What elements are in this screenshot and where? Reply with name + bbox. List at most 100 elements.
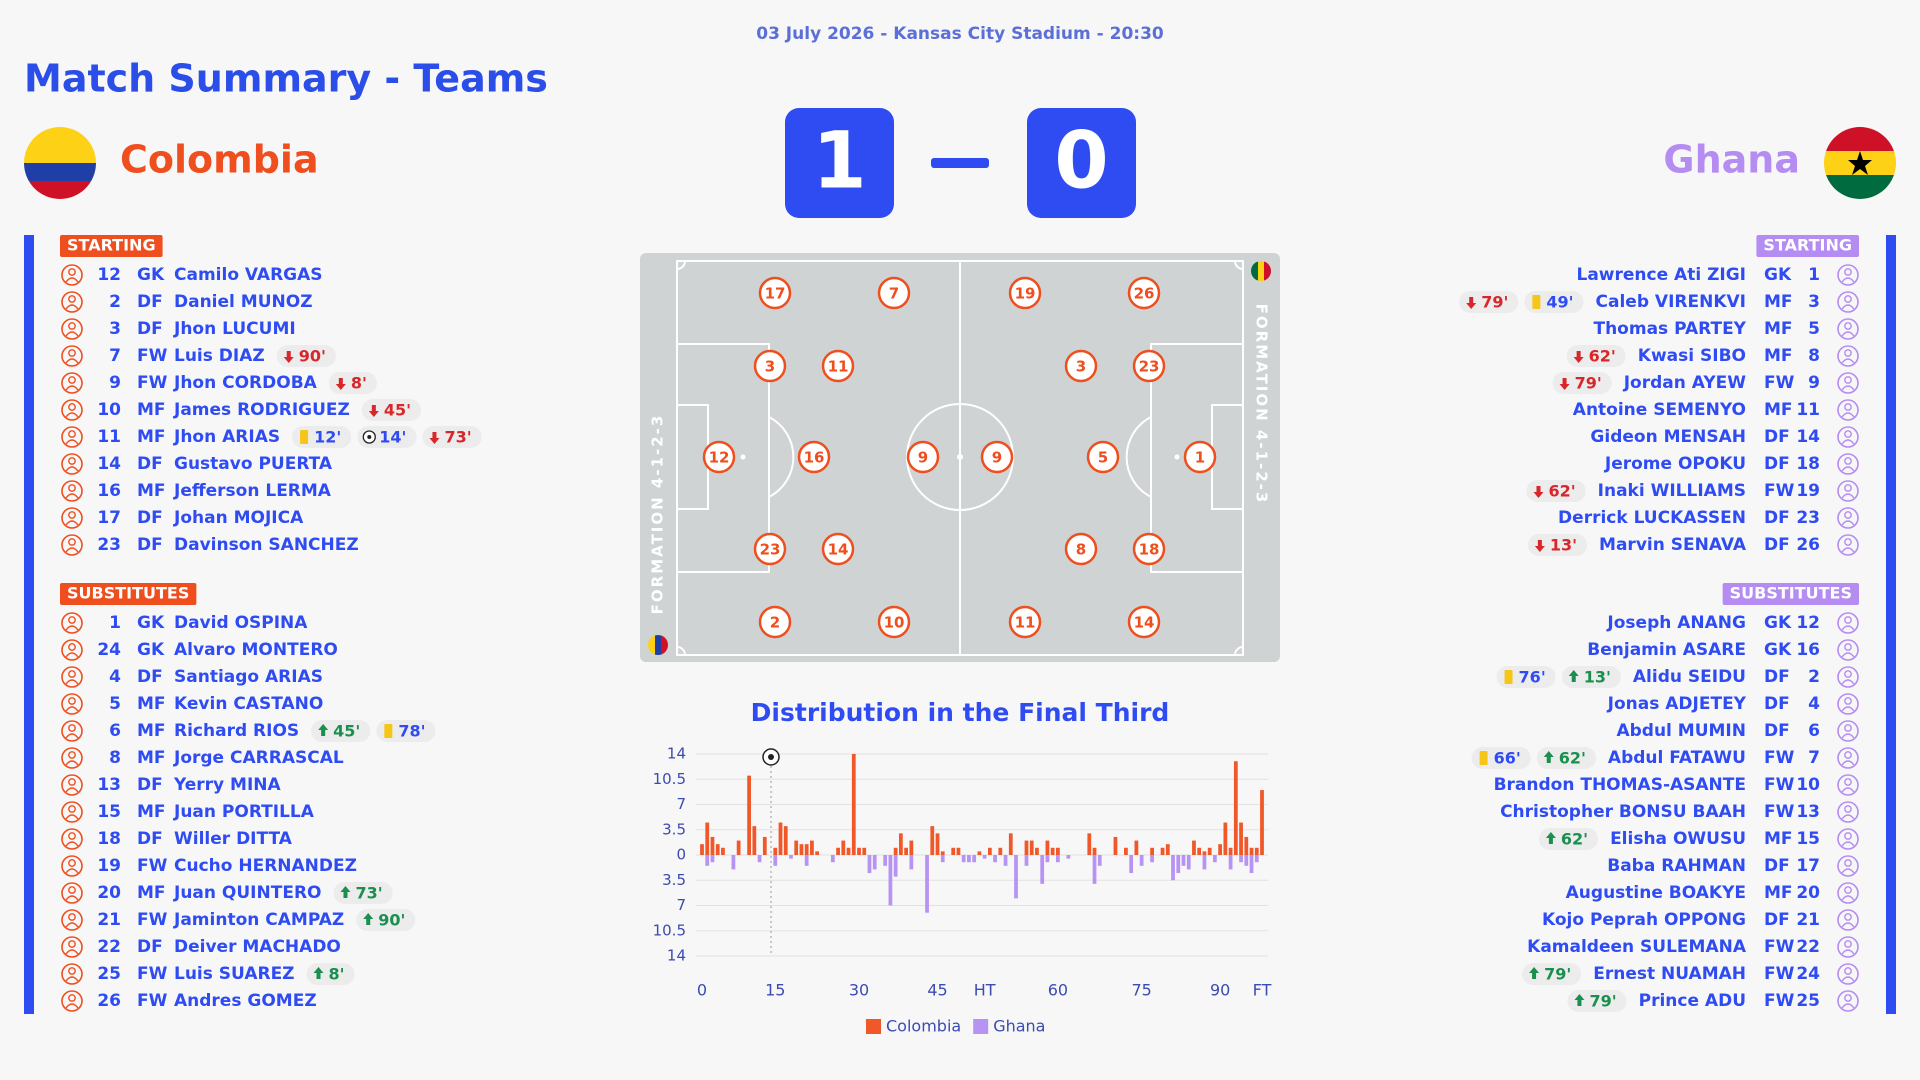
player-icon-body xyxy=(65,841,79,847)
event-minute: 45' xyxy=(333,722,360,741)
bar xyxy=(710,855,715,863)
player-name: Willer DITTA xyxy=(174,829,293,849)
player-icon xyxy=(61,963,83,985)
pitch-player xyxy=(821,532,855,566)
event-pill xyxy=(1538,828,1599,850)
pitch-corner xyxy=(676,260,686,270)
bar xyxy=(1003,855,1008,866)
player-icon-head xyxy=(68,538,76,546)
bar xyxy=(757,855,762,863)
event-minute: 45' xyxy=(384,401,411,420)
player-name: Kevin CASTANO xyxy=(174,694,323,714)
player-icon xyxy=(61,453,83,475)
player-name: Daniel MUNOZ xyxy=(174,292,313,312)
bar xyxy=(930,826,935,855)
player-icon-body xyxy=(1841,412,1855,418)
player-number: 25 xyxy=(1796,991,1820,1011)
score-box xyxy=(785,108,894,218)
player-position: MF xyxy=(137,694,166,714)
bar xyxy=(700,844,704,855)
bar xyxy=(1035,847,1039,855)
player-position: FW xyxy=(1764,481,1795,501)
player-number: 11 xyxy=(1796,400,1820,420)
player-position: GK xyxy=(1764,640,1792,660)
player-icon-body xyxy=(65,331,79,337)
pitch-player-number: 8 xyxy=(1076,541,1086,559)
event-minute: 14' xyxy=(379,428,406,447)
player-icon-head xyxy=(68,805,76,813)
player-icon-body xyxy=(65,706,79,712)
bar xyxy=(904,847,908,855)
yellow-card-icon xyxy=(1504,670,1513,684)
bar xyxy=(1244,855,1249,866)
event-pill xyxy=(1527,534,1588,556)
player-number: 9 xyxy=(1808,373,1820,393)
player-icon xyxy=(1837,882,1859,904)
player-icon xyxy=(61,666,83,688)
bar xyxy=(1260,790,1264,855)
player-position: MF xyxy=(137,721,166,741)
player-number: 24 xyxy=(1796,964,1820,984)
pitch-player xyxy=(702,440,736,474)
player-name: Luis SUAREZ xyxy=(174,964,295,984)
bar xyxy=(736,840,741,855)
player-icon-head xyxy=(68,616,76,624)
player-icon-body xyxy=(1841,760,1855,766)
bar xyxy=(715,844,720,855)
player-icon xyxy=(61,639,83,661)
pitch-player-number: 16 xyxy=(804,449,825,467)
bar xyxy=(1197,847,1202,855)
player-position: FW xyxy=(1764,964,1795,984)
player-number: 23 xyxy=(97,535,121,555)
event-pill xyxy=(276,345,336,367)
bar xyxy=(1202,855,1207,870)
player-icon-head xyxy=(68,886,76,894)
player-name: Augustine BOAKYE xyxy=(1566,883,1746,903)
away-team-name: Ghana xyxy=(1663,138,1800,182)
player-icon-body xyxy=(65,760,79,766)
pitch-player xyxy=(980,440,1014,474)
player-icon xyxy=(1837,747,1859,769)
player-icon xyxy=(1837,426,1859,448)
player-name: Richard RIOS xyxy=(174,721,299,741)
player-name: Cucho HERNANDEZ xyxy=(174,856,357,876)
section-label: SUBSTITUTES xyxy=(1730,584,1852,603)
player-icon-head xyxy=(68,457,76,465)
pitch-player-number: 14 xyxy=(828,541,849,559)
player-name: Luis DIAZ xyxy=(174,346,265,366)
player-icon xyxy=(61,318,83,340)
player-icon-body xyxy=(1841,304,1855,310)
bar xyxy=(898,833,903,855)
player-number: 16 xyxy=(1796,640,1820,660)
yellow-card-icon xyxy=(300,430,309,444)
pitch-player-number: 3 xyxy=(765,358,775,376)
player-name: Kojo Peprah OPPONG xyxy=(1542,910,1746,930)
player-number: 2 xyxy=(109,292,121,312)
player-number: 1 xyxy=(109,613,121,633)
bar xyxy=(888,855,893,906)
player-number: 22 xyxy=(1796,937,1820,957)
pitch-player xyxy=(758,605,792,639)
bar xyxy=(836,847,840,855)
player-position: MF xyxy=(137,748,166,768)
event-minute: 66' xyxy=(1494,749,1521,768)
pitch-player xyxy=(1086,440,1120,474)
pitch-player-number: 1 xyxy=(1195,449,1205,467)
x-tick-label: 30 xyxy=(849,981,869,1000)
bar xyxy=(1228,855,1233,870)
bar xyxy=(841,840,846,855)
player-position: GK xyxy=(1764,613,1792,633)
pitch-player-number: 2 xyxy=(770,614,780,632)
bar xyxy=(1150,855,1154,863)
player-icon-head xyxy=(1844,967,1852,975)
player-icon xyxy=(1837,990,1859,1012)
pitch-player xyxy=(753,532,787,566)
pitch-player-number: 14 xyxy=(1134,614,1155,632)
bar xyxy=(783,826,788,855)
bar xyxy=(830,855,835,863)
player-icon xyxy=(1837,399,1859,421)
bar xyxy=(1045,840,1050,855)
bar xyxy=(747,775,751,855)
player-number: 20 xyxy=(1796,883,1820,903)
player-icon xyxy=(1837,534,1859,556)
